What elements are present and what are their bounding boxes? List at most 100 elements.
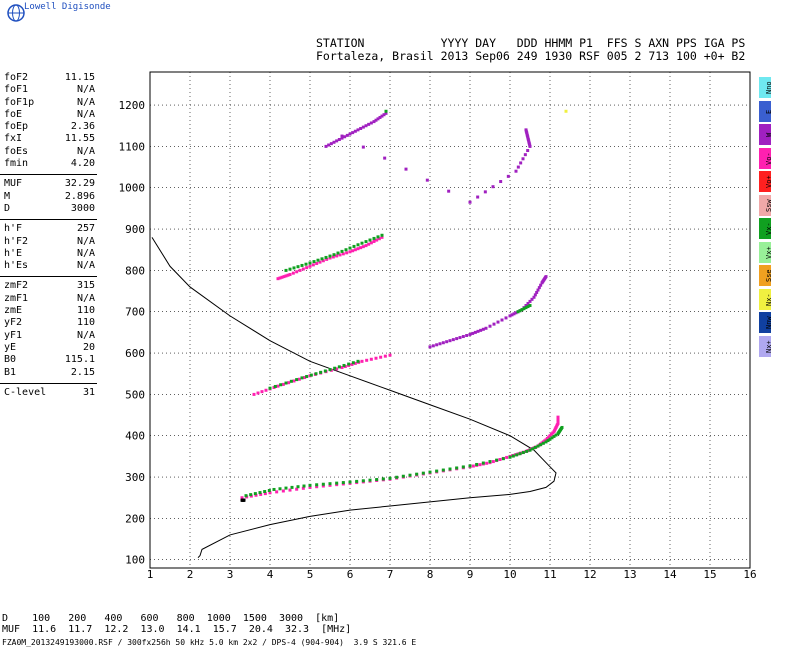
echo-trace-point <box>344 248 348 252</box>
echo-trace-point <box>471 331 475 335</box>
echo-trace-point <box>240 496 244 500</box>
echo-trace-point <box>341 481 345 485</box>
echo-trace-point <box>384 109 388 113</box>
param-label: foF1 <box>4 84 29 96</box>
echo-trace-point <box>348 480 352 484</box>
params-divider <box>0 215 97 221</box>
echo-trace-point <box>324 144 328 148</box>
echo-trace-point <box>544 275 548 279</box>
echo-trace-point <box>501 457 505 461</box>
echo-trace-point <box>345 133 349 137</box>
echo-trace-point <box>335 481 339 485</box>
echo-trace-point <box>356 359 360 363</box>
echo-trace-point <box>544 440 548 444</box>
param-row: fxI 11.55 <box>0 133 100 145</box>
echo-trace-point <box>337 138 341 142</box>
y-tick-label: 400 <box>125 430 145 443</box>
echo-trace-point <box>401 474 405 478</box>
echo-trace-point <box>382 113 386 117</box>
echo-trace-point <box>506 174 510 178</box>
param-label: foF2 <box>4 72 29 83</box>
param-value: 2.896 <box>64 190 95 202</box>
echo-trace-point <box>485 461 489 465</box>
param-row: yF1 N/A <box>0 330 100 342</box>
echo-trace-point <box>372 239 376 243</box>
echo-trace-point <box>514 311 518 315</box>
echo-trace-point <box>374 356 378 360</box>
legend-item: Nno <box>759 77 771 98</box>
echo-trace-point <box>259 492 263 496</box>
echo-trace-point <box>445 340 449 344</box>
echo-trace-point <box>351 249 355 253</box>
param-value: 11.55 <box>64 133 95 145</box>
echo-trace-point <box>351 361 355 365</box>
x-tick-label: 6 <box>347 568 354 581</box>
echo-trace-point <box>415 472 419 476</box>
param-label: h'Es <box>4 260 29 272</box>
echo-trace-point <box>312 260 316 264</box>
x-tick-label: 15 <box>703 568 716 581</box>
y-tick-label: 1200 <box>119 99 146 112</box>
scaled-parameters-panel: foF2 11.15 foF1 N/A foF1p N/A foE N/A foEp 2.36 fx… <box>0 72 100 399</box>
legend-item: W <box>759 124 771 145</box>
echo-trace-point <box>526 149 530 153</box>
echo-trace-point <box>308 483 312 487</box>
legend-item: E <box>759 100 771 122</box>
echo-trace-point <box>514 169 518 173</box>
echo-trace-point <box>275 490 279 494</box>
echo-trace-point <box>428 345 432 349</box>
echo-trace-point <box>284 486 288 490</box>
echo-trace-point <box>488 324 492 328</box>
echo-trace-point <box>252 392 256 396</box>
x-tick-label: 9 <box>467 568 474 581</box>
param-label: foF1p <box>4 96 35 108</box>
echo-trace-point <box>298 268 302 272</box>
param-row: foF1 N/A <box>0 84 100 96</box>
x-tick-label: 2 <box>187 568 194 581</box>
echo-trace-point <box>300 263 304 267</box>
echo-trace-point <box>361 479 365 483</box>
x-tick-label: 12 <box>583 568 596 581</box>
echo-trace-point <box>421 471 425 475</box>
echo-trace-point <box>483 190 487 194</box>
param-value: N/A <box>76 247 95 259</box>
echo-trace-point <box>536 444 540 448</box>
param-row: B1 2.15 <box>0 367 100 379</box>
param-row: MUF 32.29 <box>0 178 100 190</box>
echo-trace-point <box>361 125 365 129</box>
echo-trace-point <box>478 463 482 467</box>
echo-trace-point <box>268 491 272 495</box>
echo-trace-point <box>324 255 328 259</box>
echo-trace-point <box>328 256 332 260</box>
echo-trace-point <box>438 342 442 346</box>
echo-trace-point <box>491 185 495 189</box>
echo-trace-point <box>548 437 552 441</box>
echo-trace-point <box>303 376 307 380</box>
param-row: zmF2 315 <box>0 280 100 292</box>
echo-trace-point <box>284 268 288 272</box>
echo-trace-point <box>508 455 512 459</box>
echo-trace-point <box>332 253 336 257</box>
y-tick-label: 600 <box>125 347 145 360</box>
echo-trace-point <box>425 178 429 182</box>
x-tick-label: 5 <box>307 568 314 581</box>
echo-trace-point <box>376 117 380 121</box>
echo-trace-point <box>290 485 294 489</box>
echo-trace-point <box>380 233 384 237</box>
echo-trace-point <box>345 251 349 255</box>
echo-trace-point <box>295 270 299 274</box>
echo-trace-point <box>342 363 346 367</box>
echo-trace-point <box>498 458 502 461</box>
param-label: yF2 <box>4 317 23 329</box>
echo-trace-point <box>431 344 435 348</box>
echo-trace-point <box>495 458 499 462</box>
param-label: foEs <box>4 145 29 157</box>
param-value: 315 <box>76 280 95 292</box>
echo-trace-point <box>388 476 392 480</box>
echo-trace-point <box>468 464 472 468</box>
echo-trace-point <box>379 355 383 359</box>
echo-trace-point <box>541 441 545 445</box>
echo-trace-point <box>328 368 332 372</box>
echo-trace-point <box>268 386 272 390</box>
